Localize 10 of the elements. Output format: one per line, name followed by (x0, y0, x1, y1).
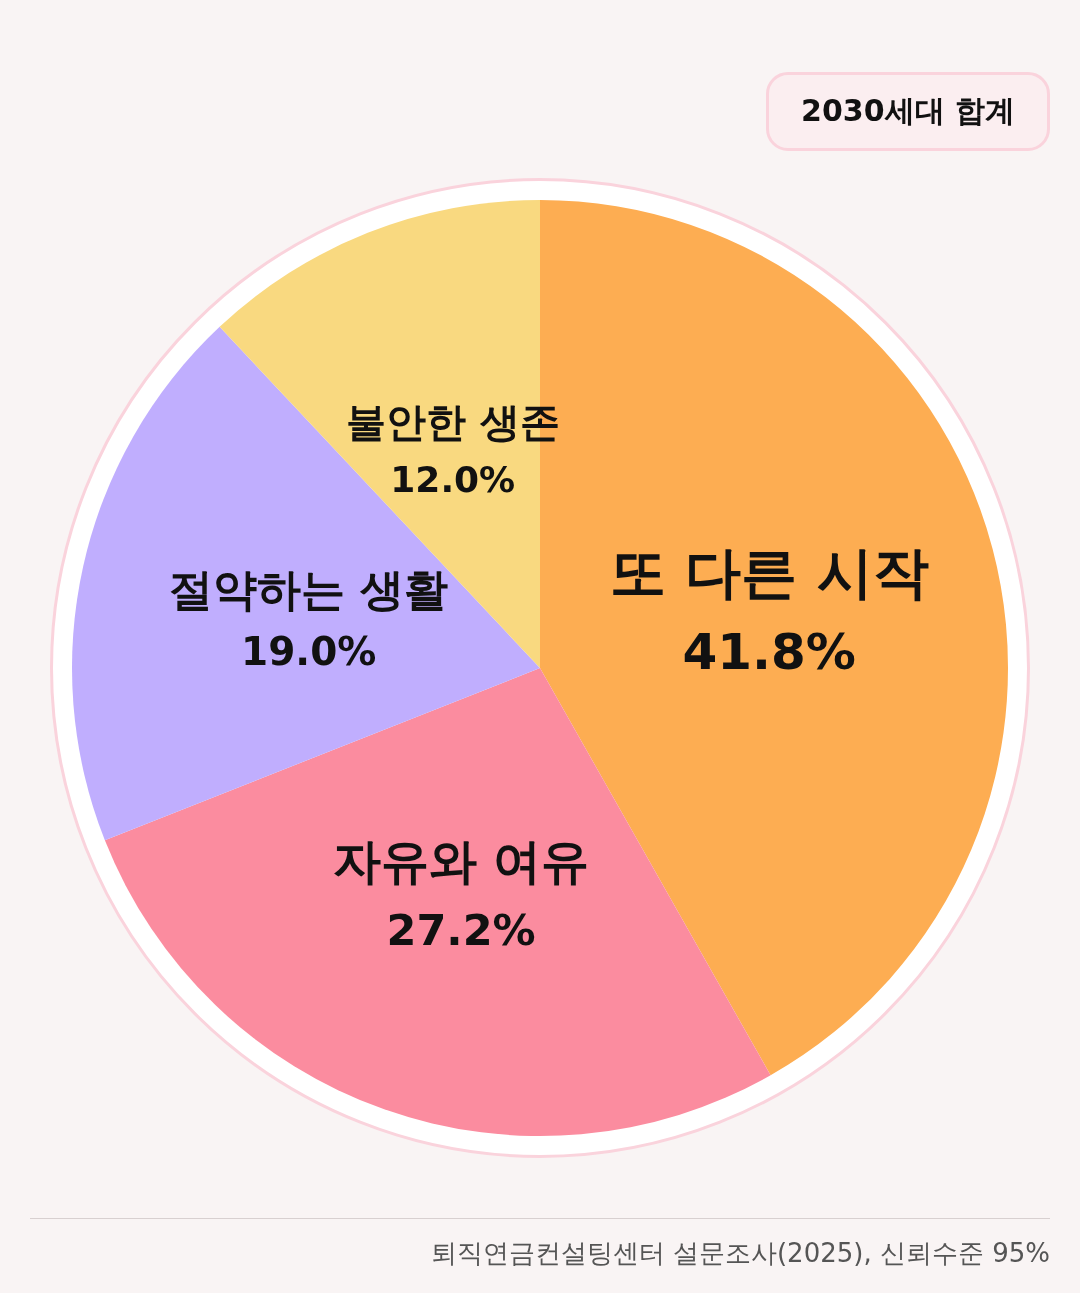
data-label: 19.0% (241, 629, 377, 674)
data-label: 41.8% (682, 623, 856, 682)
chart-subtitle: 2030세대 합계 (766, 72, 1050, 151)
slice-label: 또 다른 시작 (609, 540, 929, 606)
slice-label: 불안한 생존 (345, 399, 560, 446)
slice-label: 절약하는 생활 (169, 563, 449, 615)
data-label: 27.2% (386, 904, 536, 955)
data-label: 12.0% (390, 459, 516, 501)
slice-label: 자유와 여유 (332, 833, 590, 890)
text: 퇴직연금컨설팅센터 설문조사(2025), 신뢰수준 95% (430, 1237, 1050, 1270)
